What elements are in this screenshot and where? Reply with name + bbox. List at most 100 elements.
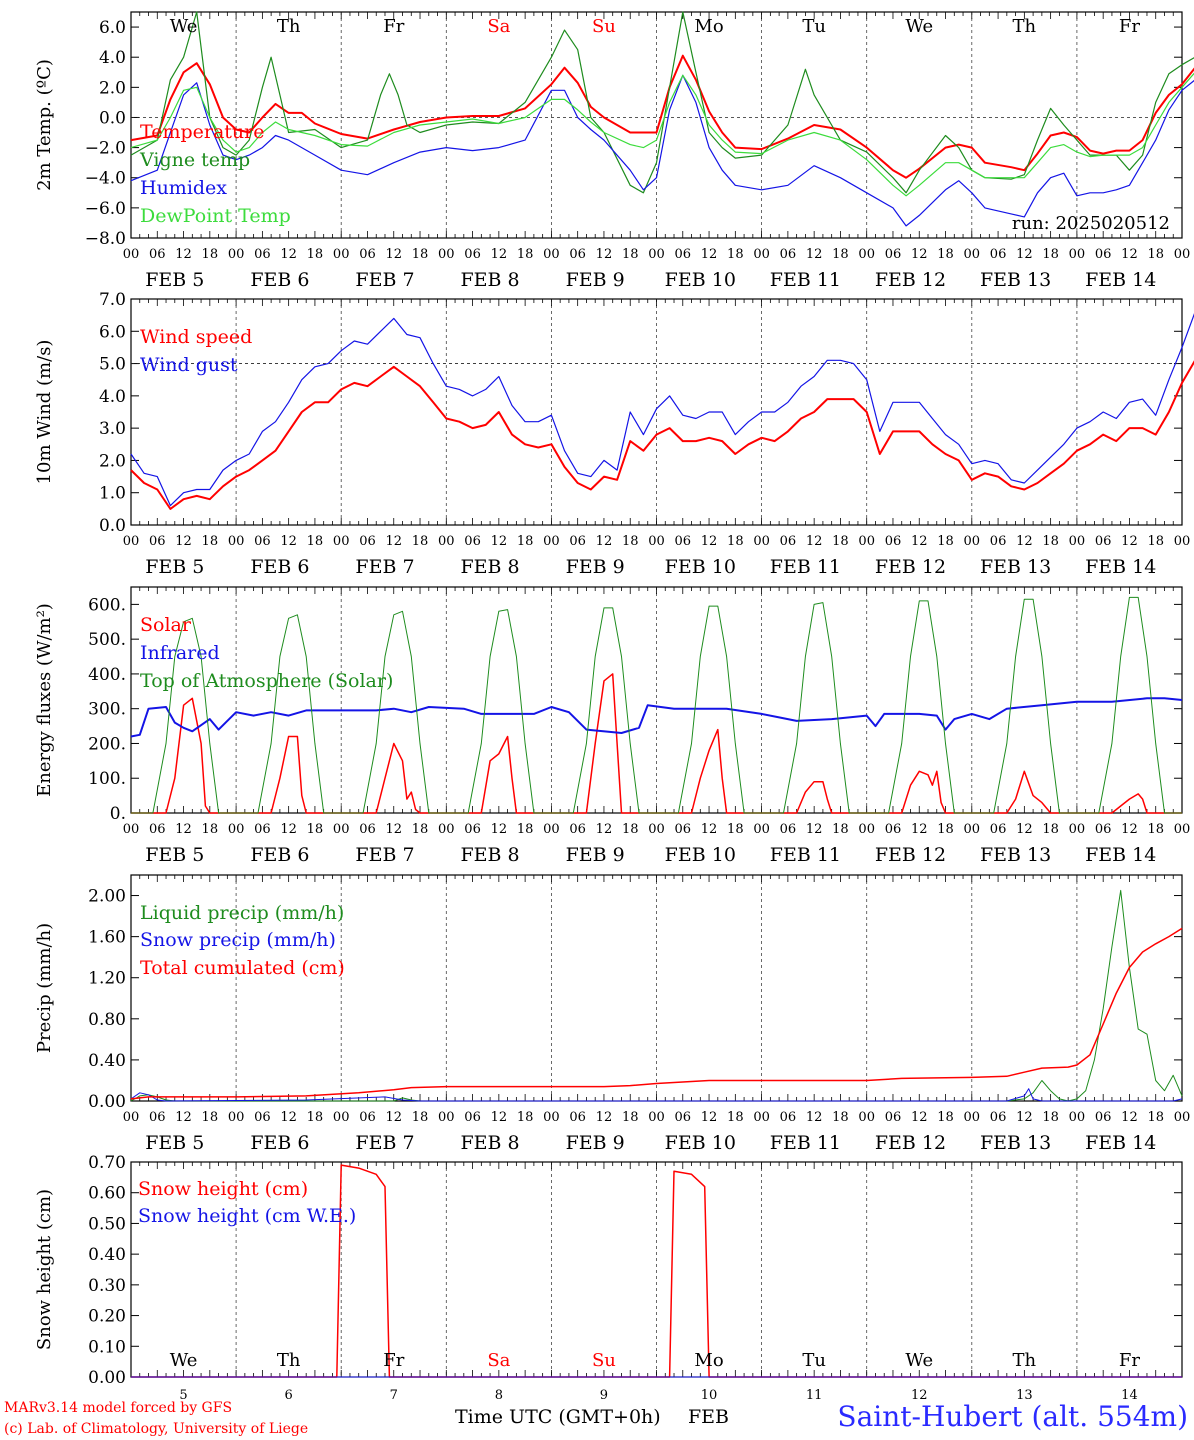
hour-tick-label: 06 xyxy=(464,247,481,262)
day-label: We xyxy=(170,16,198,37)
date-label: FEB 5 xyxy=(145,844,204,866)
hour-tick-label: 06 xyxy=(254,822,271,837)
hour-tick-label: 00 xyxy=(753,247,770,262)
date-label: FEB 6 xyxy=(250,844,309,866)
hour-tick-label: 18 xyxy=(832,1110,849,1125)
y-tick-label: 0.0 xyxy=(99,516,126,536)
hour-tick-label: 00 xyxy=(543,247,560,262)
date-label: FEB 10 xyxy=(665,1132,736,1154)
date-label: FEB 8 xyxy=(461,844,520,866)
day-label: Su xyxy=(592,16,616,37)
day-label-bottom: Mo xyxy=(694,1350,723,1371)
date-label: FEB 12 xyxy=(875,844,946,866)
hour-tick-label: 00 xyxy=(648,247,665,262)
legend-entry: Snow height (cm) xyxy=(138,1178,308,1200)
day-label: Th xyxy=(1013,16,1037,37)
date-label: FEB 14 xyxy=(1085,556,1156,578)
y-tick-label: 0.00 xyxy=(88,1368,126,1388)
legend-entry: Liquid precip (mm/h) xyxy=(140,902,344,924)
date-label: FEB 12 xyxy=(875,1132,946,1154)
date-label: FEB 12 xyxy=(875,269,946,291)
hour-tick-label: 18 xyxy=(832,247,849,262)
legend-entry: Wind gust xyxy=(140,354,238,376)
y-tick-label: 400. xyxy=(88,665,126,685)
hour-tick-label: 06 xyxy=(675,1110,692,1125)
date-label: FEB 9 xyxy=(566,269,625,291)
hour-tick-label: 00 xyxy=(964,1110,981,1125)
hour-tick-label: 18 xyxy=(1147,822,1164,837)
y-tick-label: 4.0 xyxy=(99,48,126,68)
hour-tick-label: 18 xyxy=(1147,534,1164,549)
y-tick-label: 500. xyxy=(88,630,126,650)
hour-tick-label: 06 xyxy=(569,247,586,262)
hour-tick-label: 18 xyxy=(937,534,954,549)
hour-tick-label: 18 xyxy=(937,1110,954,1125)
hour-tick-label: 18 xyxy=(412,822,429,837)
hour-tick-label: 12 xyxy=(701,534,718,549)
hour-tick-label: 00 xyxy=(123,534,140,549)
date-label: FEB 7 xyxy=(355,556,414,578)
date-label: FEB 11 xyxy=(770,844,841,866)
hour-tick-label: 06 xyxy=(780,247,797,262)
hour-tick-label: 00 xyxy=(438,822,455,837)
hour-tick-label: 00 xyxy=(543,1110,560,1125)
hour-tick-label: 18 xyxy=(1042,247,1059,262)
y-tick-label: 2.00 xyxy=(88,887,126,907)
hour-tick-label: 12 xyxy=(385,534,402,549)
hour-tick-label: 12 xyxy=(701,247,718,262)
hour-tick-label: 06 xyxy=(885,534,902,549)
hour-tick-label: 18 xyxy=(517,247,534,262)
date-label: FEB 5 xyxy=(145,269,204,291)
series-line-2 xyxy=(130,313,1194,507)
hour-tick-label: 12 xyxy=(1016,247,1033,262)
hour-tick-label: 18 xyxy=(202,1110,219,1125)
hour-tick-label: 18 xyxy=(727,534,744,549)
date-label: FEB 6 xyxy=(250,1132,309,1154)
day-label-bottom: Tu xyxy=(802,1350,826,1371)
day-label-bottom: Fr xyxy=(383,1350,404,1371)
hour-tick-label: 00 xyxy=(648,534,665,549)
hour-tick-label: 18 xyxy=(832,822,849,837)
hour-tick-label: 00 xyxy=(1069,247,1086,262)
hour-tick-label: 12 xyxy=(596,534,613,549)
panel-2: 7.0 6.0 5.0 4.0 3.0 2.0 1.0 0.0 10m Wind (m/s) Wi… xyxy=(34,290,1194,578)
hour-tick-label: 18 xyxy=(412,1110,429,1125)
day-number: 11 xyxy=(806,1388,823,1403)
hour-tick-label: 06 xyxy=(359,1110,376,1125)
hour-tick-label: 12 xyxy=(280,1110,297,1125)
day-number: 12 xyxy=(911,1388,928,1403)
date-label: FEB 6 xyxy=(250,269,309,291)
hour-tick-label: 18 xyxy=(1147,1110,1164,1125)
y-tick-label: 4.0 xyxy=(99,387,126,407)
y-tick-label: 0.50 xyxy=(88,1214,126,1234)
hour-tick-label: 06 xyxy=(464,1110,481,1125)
day-number: 9 xyxy=(600,1388,608,1403)
hour-tick-label: 00 xyxy=(964,247,981,262)
hour-tick-label: 00 xyxy=(123,822,140,837)
hour-tick-label: 06 xyxy=(885,247,902,262)
y-axis-label: Snow height (cm) xyxy=(34,1189,55,1350)
y-tick-label: 1.0 xyxy=(99,484,126,504)
day-label: Fr xyxy=(1119,16,1140,37)
hour-tick-label: 00 xyxy=(333,822,350,837)
hour-tick-label: 06 xyxy=(569,1110,586,1125)
date-label: FEB 7 xyxy=(355,1132,414,1154)
date-label: FEB 8 xyxy=(461,1132,520,1154)
hour-tick-label: 06 xyxy=(885,1110,902,1125)
hour-tick-label: 12 xyxy=(280,822,297,837)
hour-tick-label: 00 xyxy=(1174,822,1191,837)
hour-tick-label: 00 xyxy=(228,822,245,837)
hour-tick-label: 06 xyxy=(1095,534,1112,549)
day-label: Th xyxy=(277,16,301,37)
hour-tick-label: 18 xyxy=(937,822,954,837)
y-axis-label: 2m Temp. (ºC) xyxy=(34,59,55,191)
hour-tick-label: 12 xyxy=(1121,247,1138,262)
legend-entry: Snow height (cm W.E.) xyxy=(138,1205,356,1227)
hour-tick-label: 18 xyxy=(517,534,534,549)
hour-tick-label: 12 xyxy=(175,534,192,549)
hour-tick-label: 12 xyxy=(596,1110,613,1125)
panel-3: 600. 500. 400. 300. 200. 100. 0. Energy fluxes … xyxy=(34,586,1191,866)
series-line-4 xyxy=(130,72,1194,197)
panel-1: 6.0 4.0 2.0 0.0 −2.0 −4.0 −6.0 −8.0 2m Temp. (ºC… xyxy=(34,11,1194,291)
hour-tick-label: 12 xyxy=(491,534,508,549)
